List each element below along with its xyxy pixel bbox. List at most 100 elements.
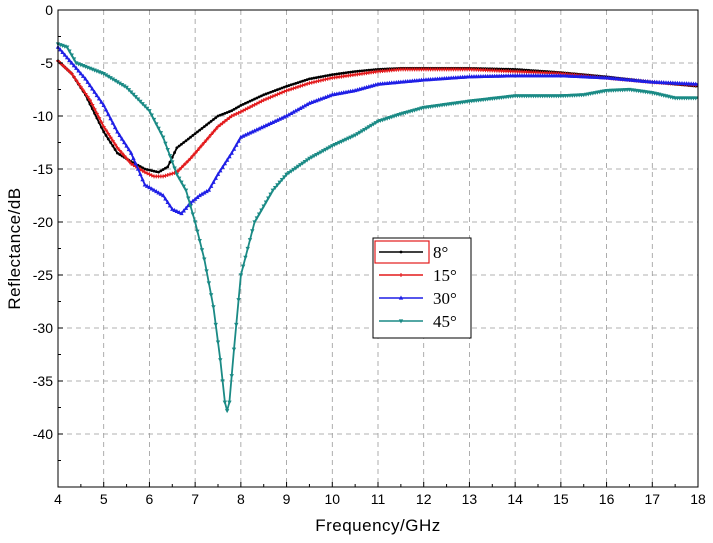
series-point [145,171,150,176]
series-point [214,116,218,120]
series-point [261,204,266,209]
series-point [256,126,262,131]
series-point [376,67,380,71]
series-point [277,91,282,96]
series-point [241,108,246,113]
series-point [206,281,212,286]
series-point [302,159,308,165]
series-point [133,95,138,100]
series-point [174,208,180,213]
series-point [225,111,229,114]
series-point [250,229,255,234]
series-point [160,135,166,140]
series-point [71,57,77,62]
series-point [332,143,337,148]
series-point [350,134,356,139]
series-point [314,152,319,158]
series-point [309,155,314,160]
series-point [273,89,277,92]
series-point [190,198,196,203]
series-point [273,93,278,98]
series-point [357,130,362,135]
series-point [144,106,150,111]
series-point [230,109,234,113]
series-point [195,194,200,199]
series-point [342,71,346,75]
series-point [271,90,275,93]
series-point [268,120,273,126]
x-tick-label: 8 [237,491,245,507]
legend-label: 30° [433,289,457,308]
series-point [304,158,310,163]
series-point [69,53,74,58]
x-tick-label: 12 [416,491,432,507]
series-point [295,107,301,112]
series-point [307,81,312,86]
series-point [156,126,161,131]
series-point [336,140,342,145]
series-point [227,115,232,120]
legend-marker [399,273,403,277]
series-point [78,71,84,76]
series-point [257,95,261,99]
series-point [142,182,148,187]
series-point [116,151,119,155]
series-point [264,92,268,96]
series-point [236,110,241,115]
series-point [143,167,147,171]
series-point [352,133,358,138]
series-point [149,186,154,191]
series-point [183,205,189,210]
series-point [152,169,156,173]
series-point [254,127,260,132]
series-point [261,98,266,103]
series-point [356,69,359,73]
series-point [97,115,102,120]
series-point [328,73,332,77]
y-tick-label: -10 [33,108,53,124]
series-point [184,139,188,143]
series-point [188,204,193,209]
legend-marker [399,250,403,254]
series-point [147,185,152,190]
series-point [302,103,308,108]
series-point [317,75,320,79]
series-point [362,127,367,133]
series-point [204,137,209,142]
series-point [197,238,202,244]
series-point [81,88,86,93]
series-point [151,187,157,192]
series-point [138,165,142,168]
series-point [113,142,118,147]
series-4 [55,42,698,414]
series-point [343,137,349,142]
series-point [222,400,228,405]
series-point [318,78,323,83]
series-point [318,150,324,155]
series-point [108,116,113,121]
series-point [272,118,278,123]
series-point [279,115,285,120]
series-point [184,160,188,165]
series-point [236,298,241,303]
series-point [119,83,125,88]
series-point [254,216,260,221]
series-point [177,167,182,172]
series-point [106,74,111,79]
series-point [69,71,74,76]
series-point [78,84,83,89]
series-point [154,122,159,127]
series-point [190,153,195,158]
series-point [108,135,113,140]
series-point [191,134,195,137]
series-point [312,76,316,80]
series-point [140,177,145,182]
series-point [126,147,132,152]
series-point [346,71,350,74]
series-point [206,135,211,140]
series-point [172,207,177,212]
series-point [103,107,109,112]
series-point [259,99,264,104]
series-point [238,273,244,278]
x-tick-label: 17 [644,491,660,507]
